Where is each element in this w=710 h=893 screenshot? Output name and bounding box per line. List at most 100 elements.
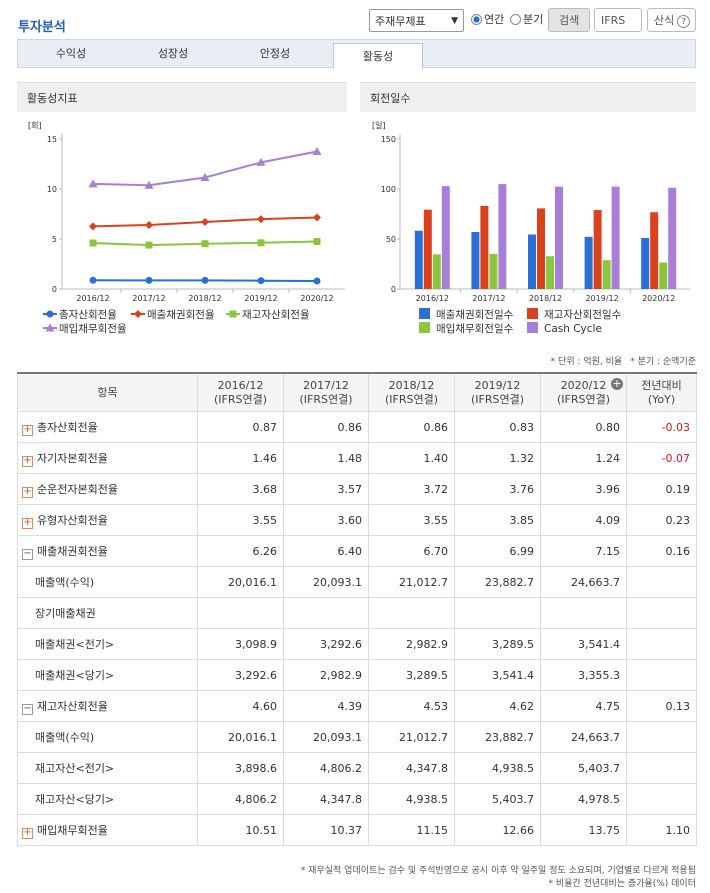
- legend-swatch: [527, 322, 538, 333]
- bar: [489, 253, 498, 289]
- cell-value: 5,403.7: [578, 761, 620, 775]
- value-cell: 4.60: [197, 690, 284, 722]
- marker: [145, 276, 153, 284]
- cell-value: 4,806.2: [320, 761, 362, 775]
- cell-value: 0.86: [337, 420, 363, 434]
- value-cell: 7.15: [540, 535, 627, 567]
- page-title: 투자분석: [18, 20, 66, 35]
- value-cell: 4,978.5: [540, 783, 627, 815]
- marker: [256, 157, 266, 166]
- row-label: 매출액(수익): [17, 566, 198, 598]
- value-cell: 1.46: [197, 442, 284, 474]
- button[interactable]: IFRS?: [594, 8, 642, 52]
- y-tick-label: 0: [391, 285, 396, 294]
- add-icon[interactable]: +: [611, 377, 623, 390]
- tab[interactable]: 활동성: [333, 43, 423, 69]
- header-text: (IFRS연결): [299, 392, 353, 406]
- toggle-icon[interactable]: +: [22, 485, 33, 498]
- value-cell: 4,347.8: [368, 752, 455, 784]
- legend-swatch: [419, 322, 430, 333]
- cell-value: 3.96: [595, 482, 621, 496]
- table-row: + 순운전자본회전율 3.68 3.57 3.72 3.76 3.96 0.19: [17, 473, 697, 505]
- row-label: + 유형자산회전율: [17, 504, 198, 536]
- bar: [593, 210, 602, 289]
- radio-button[interactable]: [471, 14, 482, 25]
- header-text: (YoY): [647, 392, 676, 406]
- x-tick-label: 2016/12: [416, 294, 449, 303]
- table-row: + 자기자본회전율 1.46 1.48 1.40 1.32 1.24 -0.07: [17, 442, 697, 474]
- cell-value: 5,403.7: [492, 792, 534, 806]
- value-cell: 3,292.6: [283, 628, 369, 660]
- toggle-icon[interactable]: −: [22, 547, 33, 560]
- radio-label: 연간: [484, 13, 505, 26]
- tab[interactable]: 수익성: [55, 47, 87, 60]
- cell-value: 3.68: [252, 482, 278, 496]
- bar: [555, 186, 563, 289]
- table-row: + 매입채무회전율 10.51 10.37 11.15 12.66 13.75 1.10: [17, 814, 697, 846]
- label-text: 매출채권<당기>: [35, 669, 115, 682]
- row-label: 매출액(수익): [17, 721, 198, 753]
- bar: [414, 230, 423, 289]
- cell-value: 4.62: [509, 699, 535, 713]
- cell-value: 0.87: [252, 420, 278, 434]
- x-tick-label: 2019/12: [244, 294, 277, 303]
- toggle-icon[interactable]: −: [22, 702, 33, 715]
- y-tick-label: 50: [386, 235, 396, 244]
- tab[interactable]: 성장성: [157, 47, 189, 60]
- cell-value: -0.07: [661, 451, 690, 465]
- bar: [650, 212, 659, 289]
- value-cell: 0.86: [368, 411, 455, 443]
- header-text: 2016/12: [217, 378, 264, 392]
- radio-button[interactable]: [510, 14, 521, 25]
- value-cell: 0.86: [283, 411, 369, 443]
- legend-swatch: [527, 308, 538, 319]
- cell-value: -0.03: [661, 420, 690, 434]
- cell-value: 3,898.6: [235, 761, 277, 775]
- value-cell: 21,012.7: [368, 566, 455, 598]
- cell-value: 20,093.1: [313, 575, 362, 589]
- marker: [144, 180, 154, 189]
- row-label: 재고자산<당기>: [17, 783, 198, 815]
- label-text: 재고자산<전기>: [35, 762, 115, 775]
- value-cell: 20,016.1: [197, 566, 284, 598]
- value-cell: [540, 597, 627, 629]
- marker: [257, 277, 265, 285]
- y-unit: [회]: [28, 121, 42, 130]
- table-row: 매출액(수익) 20,016.1 20,093.1 21,012.7 23,882.7 2…: [17, 721, 697, 753]
- value-cell: 2,982.9: [283, 659, 369, 691]
- button[interactable]: 검색: [548, 8, 590, 32]
- value-cell: 3.68: [197, 473, 284, 505]
- toggle-icon[interactable]: +: [22, 516, 33, 529]
- column-header: 2017/12 (IFRS연결): [283, 372, 369, 412]
- value-cell: [626, 597, 697, 629]
- toggle-icon[interactable]: +: [22, 454, 33, 467]
- footnote: * 재무실적 업데이트는 검수 및 주석반영으로 공시 이후 약 일주일 정도 …: [300, 866, 696, 876]
- legend-label: 매출채권회전율: [147, 309, 215, 321]
- button[interactable]: 산식?: [647, 8, 696, 32]
- value-cell: 3.85: [454, 504, 541, 536]
- label-text: 순운전자본회전율: [37, 482, 118, 496]
- bar: [432, 254, 441, 289]
- marker: [89, 222, 97, 231]
- cell-value: 20,093.1: [313, 730, 362, 744]
- select-arrow: ▼: [451, 16, 458, 26]
- tab[interactable]: 안정성: [259, 47, 291, 60]
- toggle-icon[interactable]: +: [22, 826, 33, 839]
- select-box[interactable]: 주재무제표 ▼: [369, 9, 464, 32]
- value-cell: 23,882.7: [454, 566, 541, 598]
- value-cell: 6.40: [283, 535, 369, 567]
- cell-value: 4,938.5: [492, 761, 534, 775]
- note: * 분기 : 순액기준: [630, 357, 696, 367]
- row-label: − 매출채권회전율: [17, 535, 198, 567]
- column-header: 2020/12 (IFRS연결) +: [540, 372, 627, 412]
- value-cell: 6.26: [197, 535, 284, 567]
- cell-value: 0.19: [665, 482, 691, 496]
- table-row: − 매출채권회전율 6.26 6.40 6.70 6.99 7.15 0.16: [17, 535, 697, 567]
- cell-value: 4.60: [252, 699, 278, 713]
- value-cell: 11.15: [368, 814, 455, 846]
- value-cell: 0.19: [626, 473, 697, 505]
- cell-value: 10.37: [330, 823, 363, 837]
- toggle-icon[interactable]: +: [22, 423, 33, 436]
- panel-header: [17, 82, 347, 112]
